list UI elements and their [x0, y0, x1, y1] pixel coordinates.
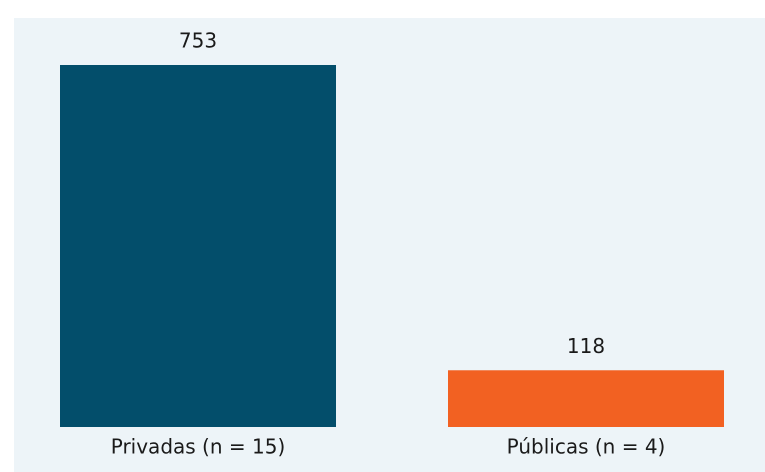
category-label: Privadas (n = 15): [111, 435, 286, 459]
bar: [448, 370, 724, 427]
bar: [60, 65, 336, 427]
value-label: 753: [179, 29, 217, 53]
category-label: Públicas (n = 4): [507, 435, 666, 459]
value-label: 118: [567, 334, 605, 358]
